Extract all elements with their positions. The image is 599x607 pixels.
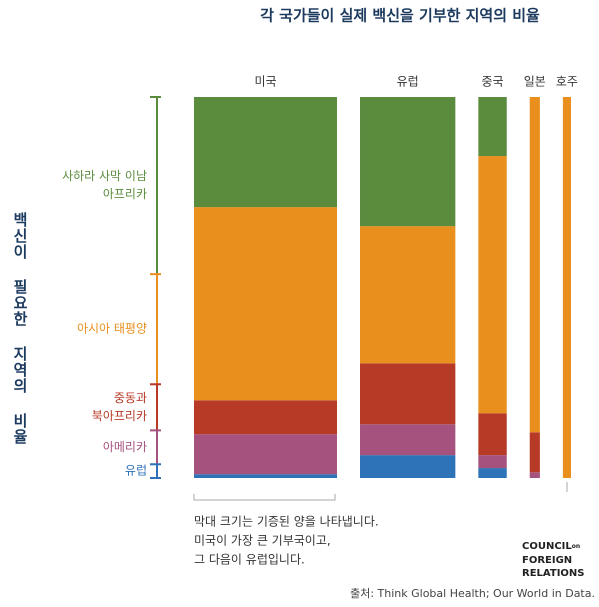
x-tick-label: 일본: [524, 75, 546, 89]
bar-segment: [194, 474, 338, 478]
bar-segment: [478, 97, 507, 157]
region-label: 북아프리카: [92, 409, 147, 423]
bar-segment: [194, 400, 338, 435]
x-tick-label: 호주: [556, 75, 578, 89]
x-tick-label: 미국: [254, 75, 276, 89]
logo: COUNCILon: [522, 541, 580, 552]
logo-text: on: [572, 543, 580, 550]
bar-segment: [529, 472, 540, 478]
region-label: 아프리카: [103, 187, 147, 201]
region-label: 유럽: [125, 464, 147, 478]
bar-segment: [360, 424, 456, 456]
bar-segment: [478, 455, 507, 469]
bar-segment: [562, 97, 571, 478]
chart-title: 각 국가들이 실제 백신을 기부한 지역의 비율: [260, 7, 540, 25]
region-label: 사하라 사막 이남: [62, 169, 147, 183]
bar-segment: [194, 97, 338, 208]
note: 미국이 가장 큰 기부국이고,: [194, 534, 331, 548]
bar-segment: [529, 432, 540, 473]
y-axis-label: 백신이 필요한 지역의 비율: [11, 212, 29, 445]
bar-segment: [360, 97, 456, 227]
note: 막대 크기는 기증된 양을 나타냅니다.: [194, 515, 379, 529]
region-label: 아시아 태평양: [77, 322, 147, 336]
note: 그 다음이 유럽입니다.: [194, 553, 305, 567]
bar-segment: [478, 156, 507, 414]
bar-segment: [478, 413, 507, 456]
x-tick-label: 중국: [481, 75, 503, 89]
bar-segment: [360, 226, 456, 364]
logo-text: RELATIONS: [522, 568, 584, 579]
logo-text: FOREIGN: [522, 555, 572, 566]
source: 출처: Think Global Health; Our World in Da…: [350, 587, 595, 600]
bar-segment: [194, 434, 338, 475]
region-label: 아메리카: [103, 440, 147, 454]
bar-segment: [360, 363, 456, 425]
region-label: 중동과: [114, 391, 147, 405]
bar-segment: [194, 207, 338, 401]
width-bracket: [193, 494, 336, 501]
logo-text: COUNCIL: [522, 541, 572, 552]
bar-segment: [478, 468, 507, 478]
bar-segment: [360, 455, 456, 478]
x-tick-label: 유럽: [397, 75, 419, 89]
bar-segment: [529, 97, 540, 433]
